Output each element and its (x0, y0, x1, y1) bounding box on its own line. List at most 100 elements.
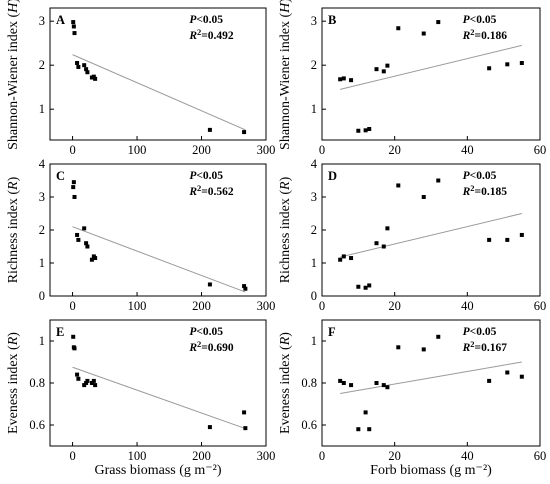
data-point (436, 334, 441, 339)
panel-c: 0 100 200 300 0 1 2 3 4 Richness index (R) C P<0.05… (6, 157, 275, 313)
data-point (84, 381, 89, 385)
data-point (363, 285, 368, 290)
panel-label: D (328, 169, 337, 183)
y-axis-label: Shannon-Wiener index (H) (6, 0, 21, 150)
data-point (374, 381, 379, 385)
data-point (84, 67, 89, 72)
data-point (374, 241, 379, 246)
x-tick-label: 300 (257, 143, 276, 157)
data-point (367, 283, 372, 288)
y-tick-label: 2 (311, 58, 317, 72)
y-tick-label: 2 (39, 58, 45, 72)
data-point (71, 24, 76, 29)
data-point (71, 334, 76, 339)
data-point (91, 378, 96, 383)
data-point (243, 426, 248, 431)
data-point (93, 383, 98, 388)
data-point (349, 383, 354, 388)
data-point (519, 61, 524, 65)
data-point (381, 244, 386, 249)
regression-line (340, 361, 522, 394)
y-tick-label: 1 (311, 334, 317, 348)
data-point (82, 383, 87, 388)
data-point (338, 257, 343, 262)
data-point (85, 378, 90, 383)
data-point (207, 127, 212, 132)
data-point (374, 67, 379, 72)
x-tick-label: 20 (388, 299, 401, 313)
data-point (72, 31, 77, 36)
p-value-label: P<0.05 (189, 14, 223, 26)
data-point (519, 374, 524, 379)
x-tick-label: 60 (534, 143, 547, 157)
data-point (396, 183, 401, 188)
data-point (71, 185, 76, 190)
data-point (93, 256, 98, 261)
data-point (71, 180, 76, 185)
panel-a: 0 100 200 300 1 2 3 Shannon-Wiener index (H) A P<… (6, 0, 275, 157)
x-tick-label: 20 (388, 449, 401, 463)
y-tick-label: 2 (39, 223, 45, 237)
r-squared-label: R2=0.185 (462, 183, 508, 198)
data-point (505, 62, 510, 67)
plot-frame (321, 7, 541, 141)
panel-b: 0 20 40 60 1 2 3 Shannon-Wiener index (H) B P<0.0… (278, 0, 546, 157)
panel-d: 0 20 40 60 0 1 2 3 4 Richness index (R) D P<0.05R2=… (278, 157, 546, 313)
r-squared-label: R2=0.492 (188, 27, 234, 42)
regression-line (72, 226, 246, 293)
data-point (349, 78, 354, 83)
p-value-label: P<0.05 (189, 170, 223, 182)
data-point (338, 77, 343, 82)
x-tick-label: 200 (192, 299, 211, 313)
y-tick-label: 4 (311, 157, 318, 171)
data-point (341, 254, 346, 259)
x-tick-label: 40 (461, 449, 474, 463)
y-axis-label: Richness index (R) (278, 176, 293, 283)
data-point (82, 63, 87, 68)
r-squared-label: R2=0.186 (462, 27, 508, 42)
x-tick-label: 60 (534, 299, 547, 313)
data-point (75, 232, 80, 237)
data-point (72, 195, 77, 199)
r-squared-label: R2=0.562 (188, 183, 234, 198)
data-point (341, 76, 346, 81)
y-tick-label: 3 (39, 190, 45, 204)
panel-label: E (56, 325, 64, 339)
x-axis-label: Grass biomass (g m⁻²) (94, 463, 221, 478)
y-tick-label: 0.6 (301, 418, 317, 432)
y-tick-label: 0.6 (29, 418, 45, 432)
data-point (396, 345, 401, 350)
p-value-label: P<0.05 (463, 14, 497, 26)
panel-e: 0 100 200 300 0.6 0.8 1 Eveness index (R) Grass … (6, 319, 275, 478)
y-tick-label: 0 (311, 289, 317, 303)
data-point (363, 128, 368, 133)
data-point (487, 66, 492, 71)
y-tick-label: 1 (39, 102, 45, 116)
x-tick-label: 0 (319, 299, 325, 313)
x-tick-label: 300 (257, 299, 276, 313)
y-tick-label: 1 (39, 256, 45, 270)
regression-line (340, 44, 522, 90)
data-point (356, 284, 361, 289)
data-point (519, 232, 524, 237)
data-point (436, 178, 441, 183)
y-tick-label: 1 (311, 256, 317, 270)
data-point (89, 257, 94, 262)
p-value-label: P<0.05 (463, 170, 497, 182)
data-point (421, 347, 426, 352)
y-tick-label: 2 (311, 223, 317, 237)
plot-frame (321, 319, 541, 447)
panel-label: C (56, 169, 65, 183)
y-tick-label: 3 (39, 14, 45, 28)
data-point (487, 237, 492, 242)
data-point (242, 410, 247, 415)
data-point (76, 376, 81, 381)
data-point (421, 195, 426, 199)
data-point (76, 237, 81, 242)
data-point (242, 284, 247, 289)
x-tick-label: 0 (69, 299, 75, 313)
data-point (356, 128, 361, 133)
data-point (89, 381, 94, 385)
data-point (421, 31, 426, 36)
panel-f: 0 20 40 60 0.6 0.8 1 Eveness index (R) Forb biom… (278, 319, 546, 478)
